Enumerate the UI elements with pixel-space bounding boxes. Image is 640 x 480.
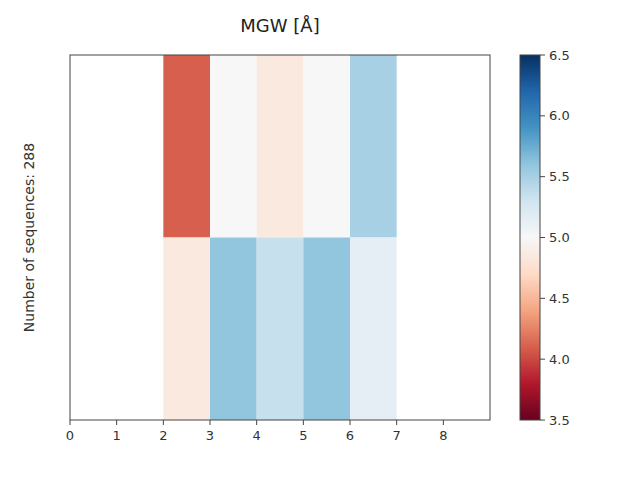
cell — [350, 55, 397, 238]
cell — [163, 55, 210, 238]
title: MGW [Å] — [240, 15, 319, 36]
cell — [303, 238, 350, 421]
cell — [163, 238, 210, 421]
cells — [163, 55, 396, 420]
colorbar — [520, 55, 540, 420]
colorbar-tick — [540, 176, 545, 177]
x-tick — [396, 420, 397, 425]
plot-frame — [70, 55, 490, 420]
chart: MGW [Å] Number of sequences: 288 0 1 2 3 4 5 6 7 8… — [0, 0, 640, 480]
x-tick — [70, 420, 71, 425]
x-tick-label: 7 — [393, 428, 401, 443]
x-tick-label: 8 — [439, 428, 447, 443]
cell — [257, 238, 304, 421]
colorbar-tick — [540, 359, 545, 360]
colorbar-tick — [540, 420, 545, 421]
x-tick — [303, 420, 304, 425]
colorbar-tick — [540, 298, 545, 299]
x-tick — [256, 420, 257, 425]
colorbar-tick — [540, 237, 545, 238]
colorbar-tick-label: 5.5 — [549, 169, 570, 184]
cell — [210, 55, 257, 238]
colorbar-tick-label: 6.5 — [549, 48, 570, 63]
x-tick-label: 6 — [346, 428, 354, 443]
cell — [210, 238, 257, 421]
x-tick — [350, 420, 351, 425]
cell — [350, 238, 397, 421]
x-tick-label: 4 — [253, 428, 261, 443]
cell — [257, 55, 304, 238]
x-tick — [163, 420, 164, 425]
x-tick-label: 3 — [206, 428, 214, 443]
x-tick-label: 0 — [66, 428, 74, 443]
x-tick-label: 1 — [113, 428, 121, 443]
colorbar-tick — [540, 115, 545, 116]
x-tick — [116, 420, 117, 425]
x-tick-label: 2 — [159, 428, 167, 443]
colorbar-tick-label: 3.5 — [549, 413, 570, 428]
colorbar-tick-label: 5.0 — [549, 230, 570, 245]
x-tick-label: 5 — [299, 428, 307, 443]
colorbar-tick — [540, 55, 545, 56]
y-label: Number of sequences: 288 — [21, 143, 37, 332]
colorbar-tick-label: 4.5 — [549, 291, 570, 306]
colorbar-tick-label: 4.0 — [549, 352, 570, 367]
x-tick — [443, 420, 444, 425]
cell — [303, 55, 350, 238]
colorbar-tick-label: 6.0 — [549, 108, 570, 123]
x-tick — [210, 420, 211, 425]
